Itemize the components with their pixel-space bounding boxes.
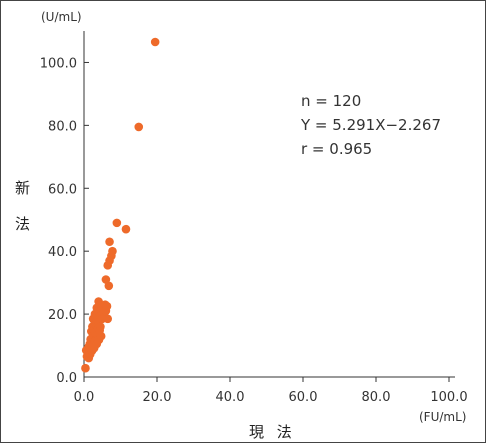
y-axis-label-char-2: 法 xyxy=(15,215,30,233)
stat-regression: Y = 5.291X−2.267 xyxy=(300,116,441,134)
data-point xyxy=(134,122,144,132)
stat-n: n = 120 xyxy=(301,92,361,110)
y-tick-label: 60.0 xyxy=(48,182,77,197)
data-point xyxy=(108,246,117,256)
axes xyxy=(83,31,455,378)
x-tick-label: 80.0 xyxy=(362,390,391,405)
x-unit-label: (FU/mL) xyxy=(419,410,466,424)
x-tick-label: 40.0 xyxy=(216,390,245,405)
y-tick-label: 0.0 xyxy=(56,371,77,386)
y-unit-label: (U/mL) xyxy=(41,10,82,24)
y-tick-label: 20.0 xyxy=(48,308,77,323)
data-point xyxy=(102,301,112,311)
data-point xyxy=(81,363,90,373)
x-ticks: 0.0 20.0 40.0 60.0 80.0 100.0 xyxy=(74,377,468,405)
stat-r: r = 0.965 xyxy=(301,140,372,158)
y-axis-label-char-1: 新 xyxy=(15,179,30,197)
data-point xyxy=(96,322,105,331)
data-point xyxy=(96,331,106,341)
data-point xyxy=(103,314,113,324)
x-tick-label: 0.0 xyxy=(74,390,95,405)
data-point xyxy=(105,237,114,247)
y-tick-label: 40.0 xyxy=(48,245,77,260)
data-point xyxy=(121,224,131,234)
data-point xyxy=(104,281,114,291)
y-ticks: 0.0 20.0 40.0 60.0 80.0 100.0 xyxy=(40,56,89,386)
x-axis-label: 現 法 xyxy=(249,423,296,441)
data-point xyxy=(112,218,122,228)
x-tick-label: 60.0 xyxy=(289,390,318,405)
data-points xyxy=(81,37,160,373)
x-tick-label: 20.0 xyxy=(143,390,172,405)
y-tick-label: 80.0 xyxy=(48,119,77,134)
data-point xyxy=(150,37,160,47)
y-tick-label: 100.0 xyxy=(40,56,77,71)
x-tick-label: 100.0 xyxy=(430,390,467,405)
